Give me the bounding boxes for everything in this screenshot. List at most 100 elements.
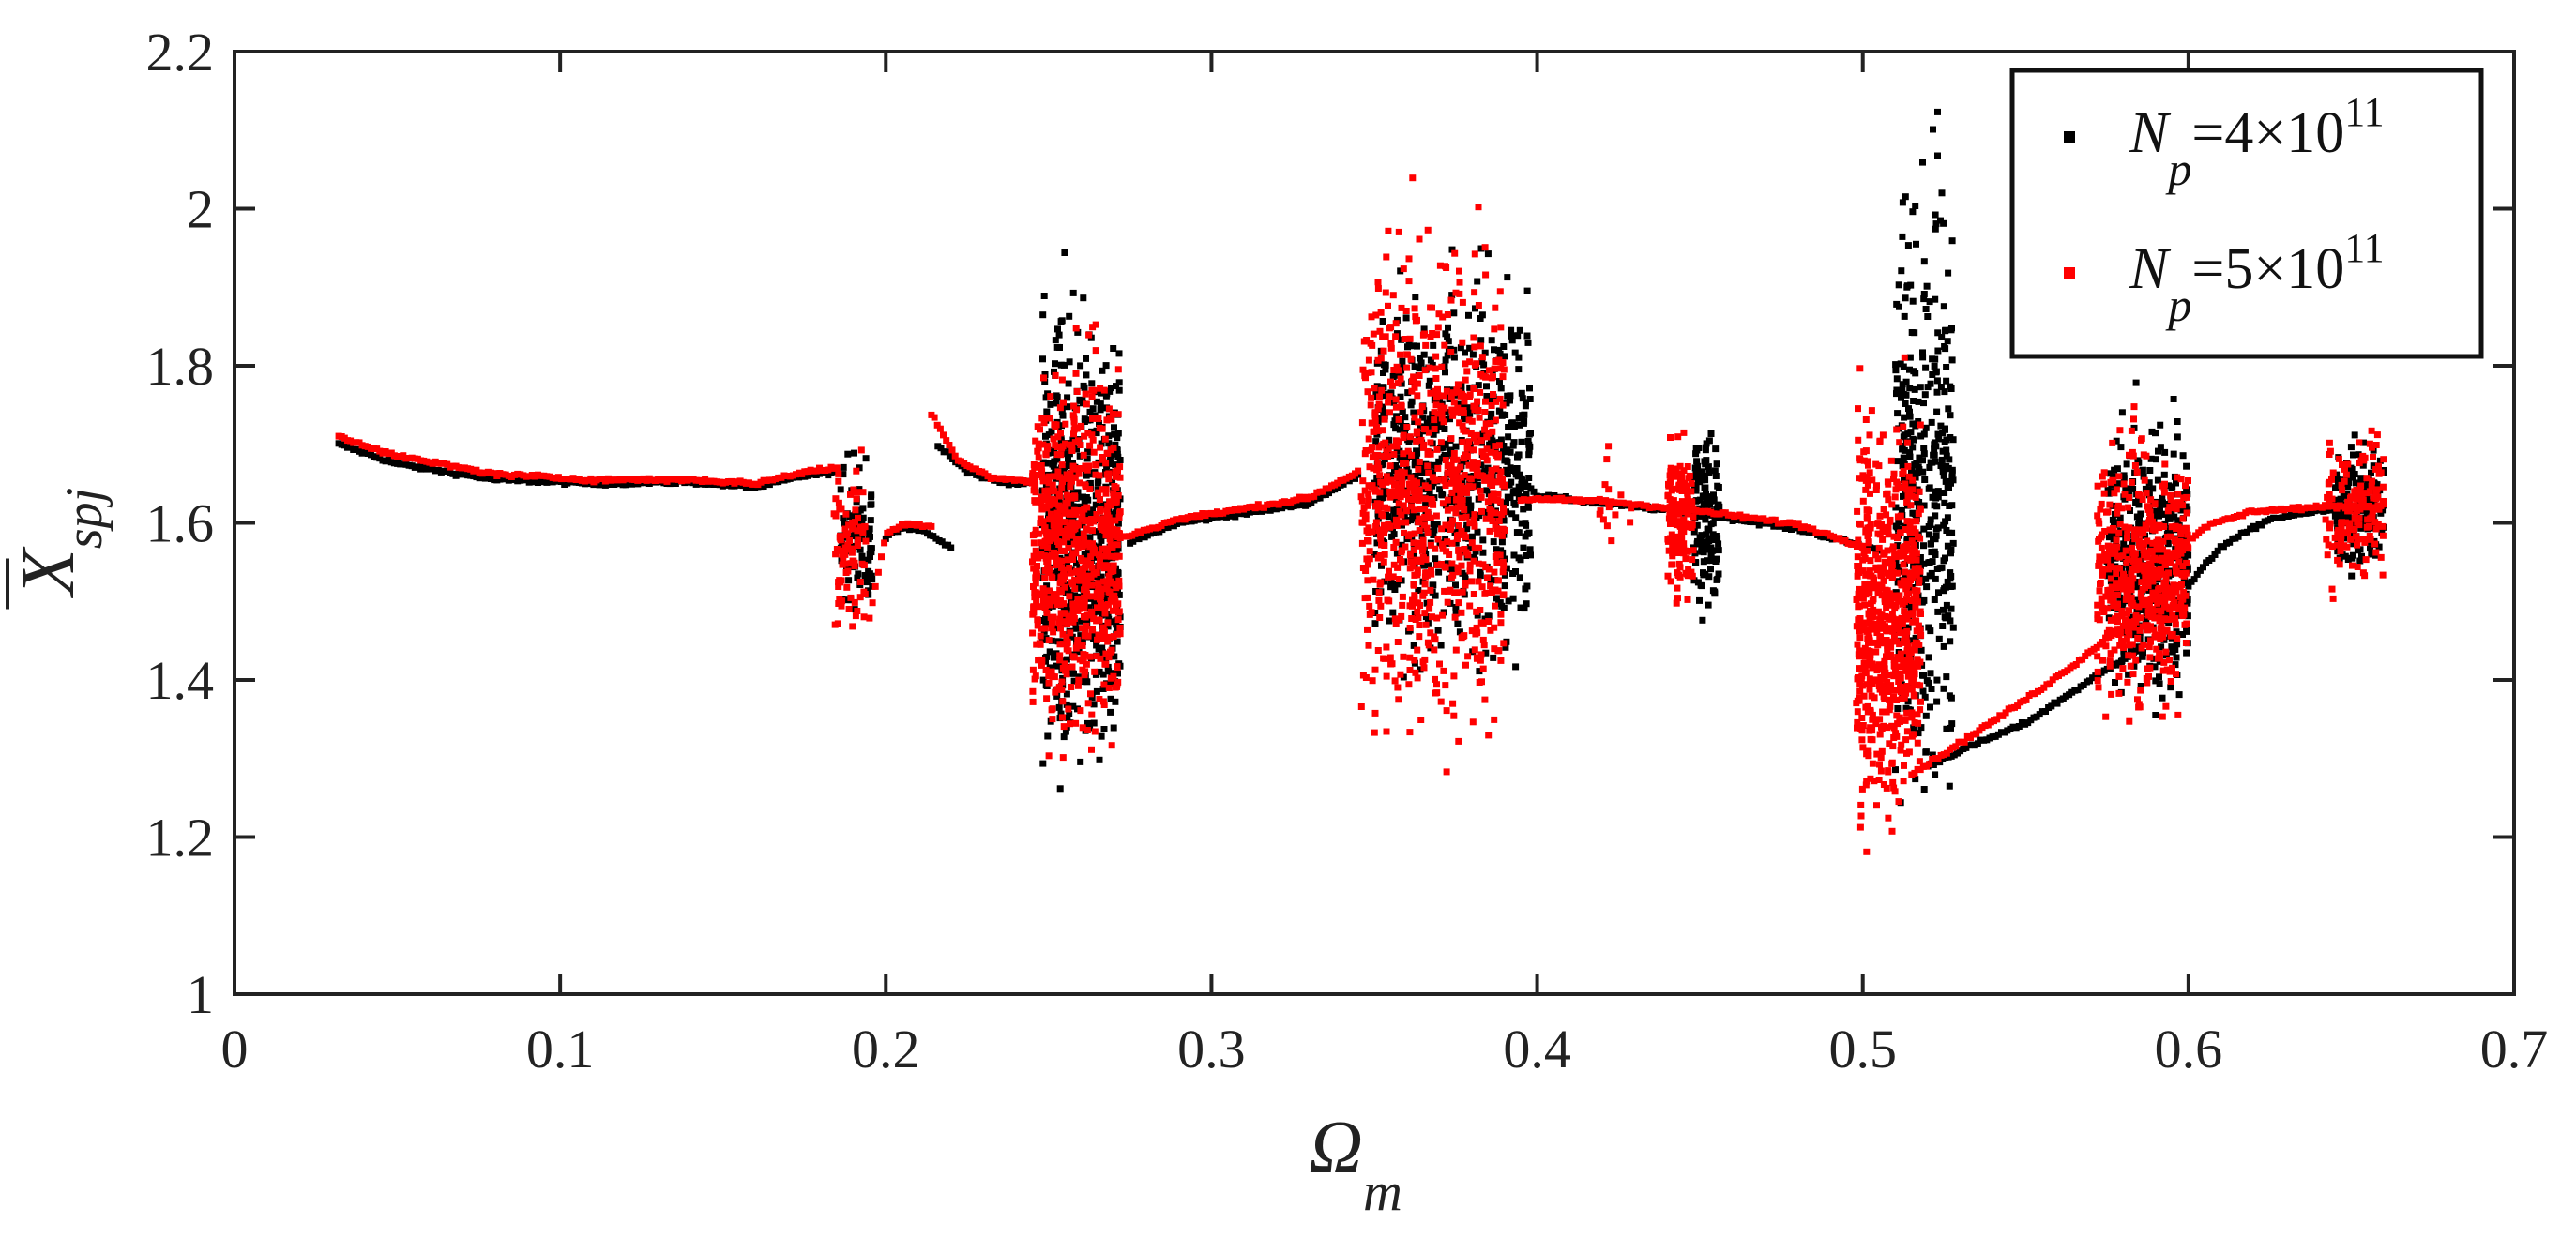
data-point [1355,467,1362,475]
data-point [1462,576,1469,583]
data-point [1920,502,1928,509]
data-point [1448,292,1456,299]
data-point [1072,504,1080,510]
data-point [1522,479,1529,487]
data-point [1513,465,1521,472]
data-point [1055,684,1063,691]
data-point [1466,384,1474,391]
data-point [1062,450,1069,458]
data-point [2140,473,2147,480]
data-point [1407,401,1415,409]
data-point [1383,253,1390,261]
data-point [1038,462,1045,469]
data-point [1479,430,1487,438]
data-point [2167,684,2174,691]
data-point [1462,572,1469,580]
data-point [1917,432,1925,440]
data-point [1058,376,1066,384]
data-point [1099,671,1107,678]
data-point [1693,458,1701,465]
data-point [1486,441,1493,448]
data-point [2074,687,2082,694]
data-point [1518,438,1525,445]
data-point [1045,595,1053,602]
data-point [931,414,938,421]
data-point [1920,560,1928,567]
data-point [1090,570,1098,578]
data-point [1064,638,1071,645]
data-point [1495,346,1503,354]
data-point [1400,265,1407,273]
data-point [1053,392,1060,400]
data-point [844,567,852,575]
data-point [851,531,858,538]
data-point [1942,518,1949,525]
data-point [2122,487,2129,494]
data-point [1896,303,1902,310]
data-point [1928,569,1935,577]
data-point [1062,420,1069,428]
data-point [1033,597,1040,605]
data-point [1114,670,1121,677]
data-point [1049,716,1056,723]
data-point [2160,471,2168,478]
data-point [2170,450,2177,458]
data-point [1099,526,1106,534]
data-point [1106,633,1114,641]
data-point [2368,551,2375,558]
data-point [1084,496,1092,504]
data-point [1478,358,1486,365]
data-point [1114,663,1121,671]
data-point [849,623,856,630]
data-point [1947,638,1954,645]
data-point [1361,595,1369,602]
data-point [1099,624,1107,631]
data-point [1053,650,1060,657]
data-point [1059,698,1067,705]
data-point [1945,269,1952,277]
data-point [1047,400,1054,408]
data-point [1032,672,1039,680]
data-point [1063,656,1070,663]
data-point [1484,574,1491,581]
data-point [1715,570,1722,578]
data-point [839,597,846,605]
data-point [1917,724,1925,732]
data-point [1039,542,1047,550]
data-point [1069,609,1077,616]
data-point [1705,437,1713,445]
data-point [1076,479,1083,487]
data-point [1045,431,1053,439]
data-point [1479,549,1487,556]
data-point [1423,419,1431,427]
data-point [1427,334,1434,340]
data-point [1096,756,1103,763]
data-point [1063,491,1070,499]
data-point [1086,479,1094,487]
data-point [1707,566,1714,573]
data-point [1504,274,1511,281]
data-point [1082,481,1089,489]
data-point [2137,683,2144,689]
data-point [1093,398,1100,405]
data-point [1417,355,1424,362]
data-point [1897,360,1904,368]
data-point [1073,567,1081,575]
data-point [2169,483,2176,491]
data-point [2116,514,2124,521]
data-point [2119,531,2127,538]
data-point [1475,578,1482,585]
data-point [1522,402,1529,410]
data-point [1059,630,1067,638]
data-point [1462,661,1469,669]
data-point [1912,203,1919,209]
data-point [1099,644,1106,652]
data-point [2125,671,2132,678]
data-point [1386,436,1393,444]
data-point [1071,585,1079,593]
data-point [1933,698,1941,705]
data-point [1045,679,1053,687]
data-point [1899,233,1906,240]
data-point [1038,415,1046,422]
data-point [1097,460,1104,467]
